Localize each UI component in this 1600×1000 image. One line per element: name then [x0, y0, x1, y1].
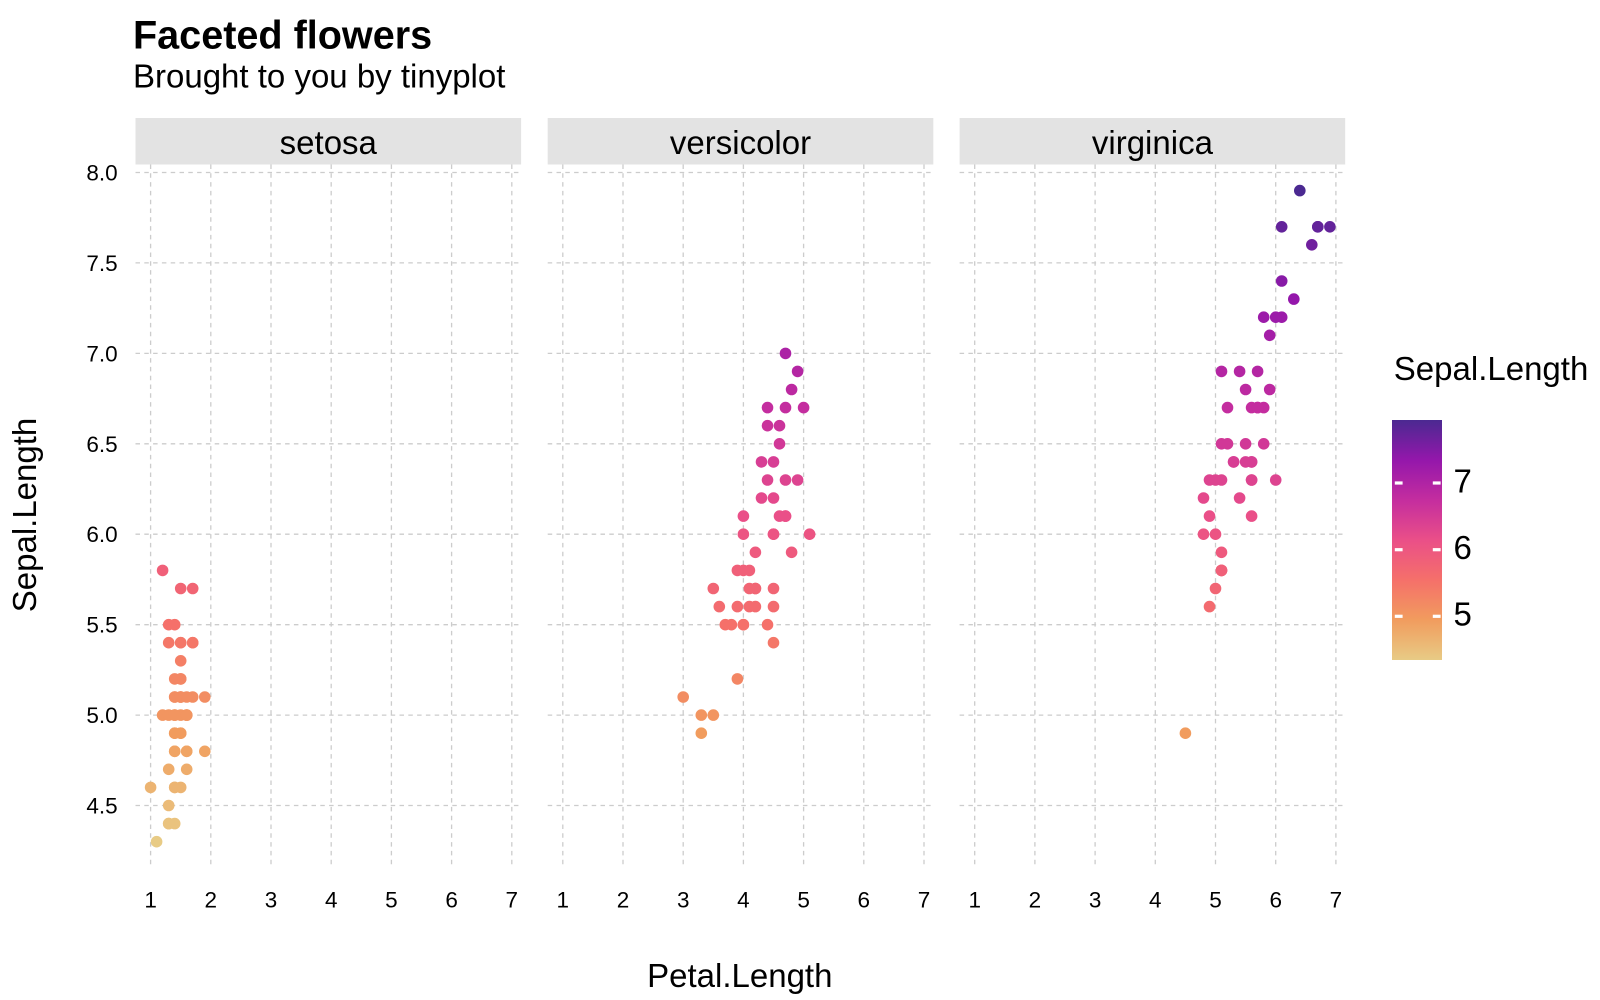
- svg-text:5: 5: [797, 888, 810, 913]
- svg-text:6: 6: [1269, 888, 1282, 913]
- svg-text:Faceted flowers: Faceted flowers: [133, 14, 432, 58]
- svg-text:4: 4: [737, 888, 750, 913]
- svg-text:Petal.Length: Petal.Length: [647, 957, 832, 994]
- svg-text:5: 5: [1209, 888, 1222, 913]
- svg-text:3: 3: [265, 888, 278, 913]
- svg-text:Sepal.Length: Sepal.Length: [1394, 350, 1589, 387]
- svg-text:6.5: 6.5: [86, 432, 117, 457]
- svg-text:8.0: 8.0: [86, 161, 117, 186]
- svg-text:2: 2: [1029, 888, 1042, 913]
- svg-text:1: 1: [144, 888, 157, 913]
- svg-text:5.0: 5.0: [86, 703, 117, 728]
- svg-text:1: 1: [557, 888, 570, 913]
- svg-text:7: 7: [1454, 462, 1472, 499]
- svg-text:setosa: setosa: [280, 124, 378, 161]
- svg-text:7.0: 7.0: [86, 341, 117, 366]
- svg-text:3: 3: [1089, 888, 1102, 913]
- svg-text:6.0: 6.0: [86, 522, 117, 547]
- svg-text:7.5: 7.5: [86, 251, 117, 276]
- svg-text:5.5: 5.5: [86, 613, 117, 638]
- svg-text:7: 7: [918, 888, 931, 913]
- svg-text:Sepal.Length: Sepal.Length: [6, 418, 43, 613]
- svg-text:6: 6: [1454, 529, 1472, 566]
- svg-text:5: 5: [385, 888, 398, 913]
- svg-text:6: 6: [445, 888, 458, 913]
- svg-text:7: 7: [1330, 888, 1343, 913]
- svg-text:versicolor: versicolor: [670, 124, 811, 161]
- svg-text:6: 6: [858, 888, 871, 913]
- svg-text:4: 4: [325, 888, 338, 913]
- svg-text:7: 7: [506, 888, 519, 913]
- svg-text:4: 4: [1149, 888, 1162, 913]
- svg-text:Brought to you by tinyplot: Brought to you by tinyplot: [133, 58, 505, 95]
- svg-text:4.5: 4.5: [86, 794, 117, 819]
- svg-text:2: 2: [617, 888, 630, 913]
- svg-text:2: 2: [205, 888, 218, 913]
- svg-text:5: 5: [1454, 596, 1472, 633]
- svg-text:virginica: virginica: [1092, 124, 1214, 161]
- svg-text:1: 1: [968, 888, 981, 913]
- svg-text:3: 3: [677, 888, 690, 913]
